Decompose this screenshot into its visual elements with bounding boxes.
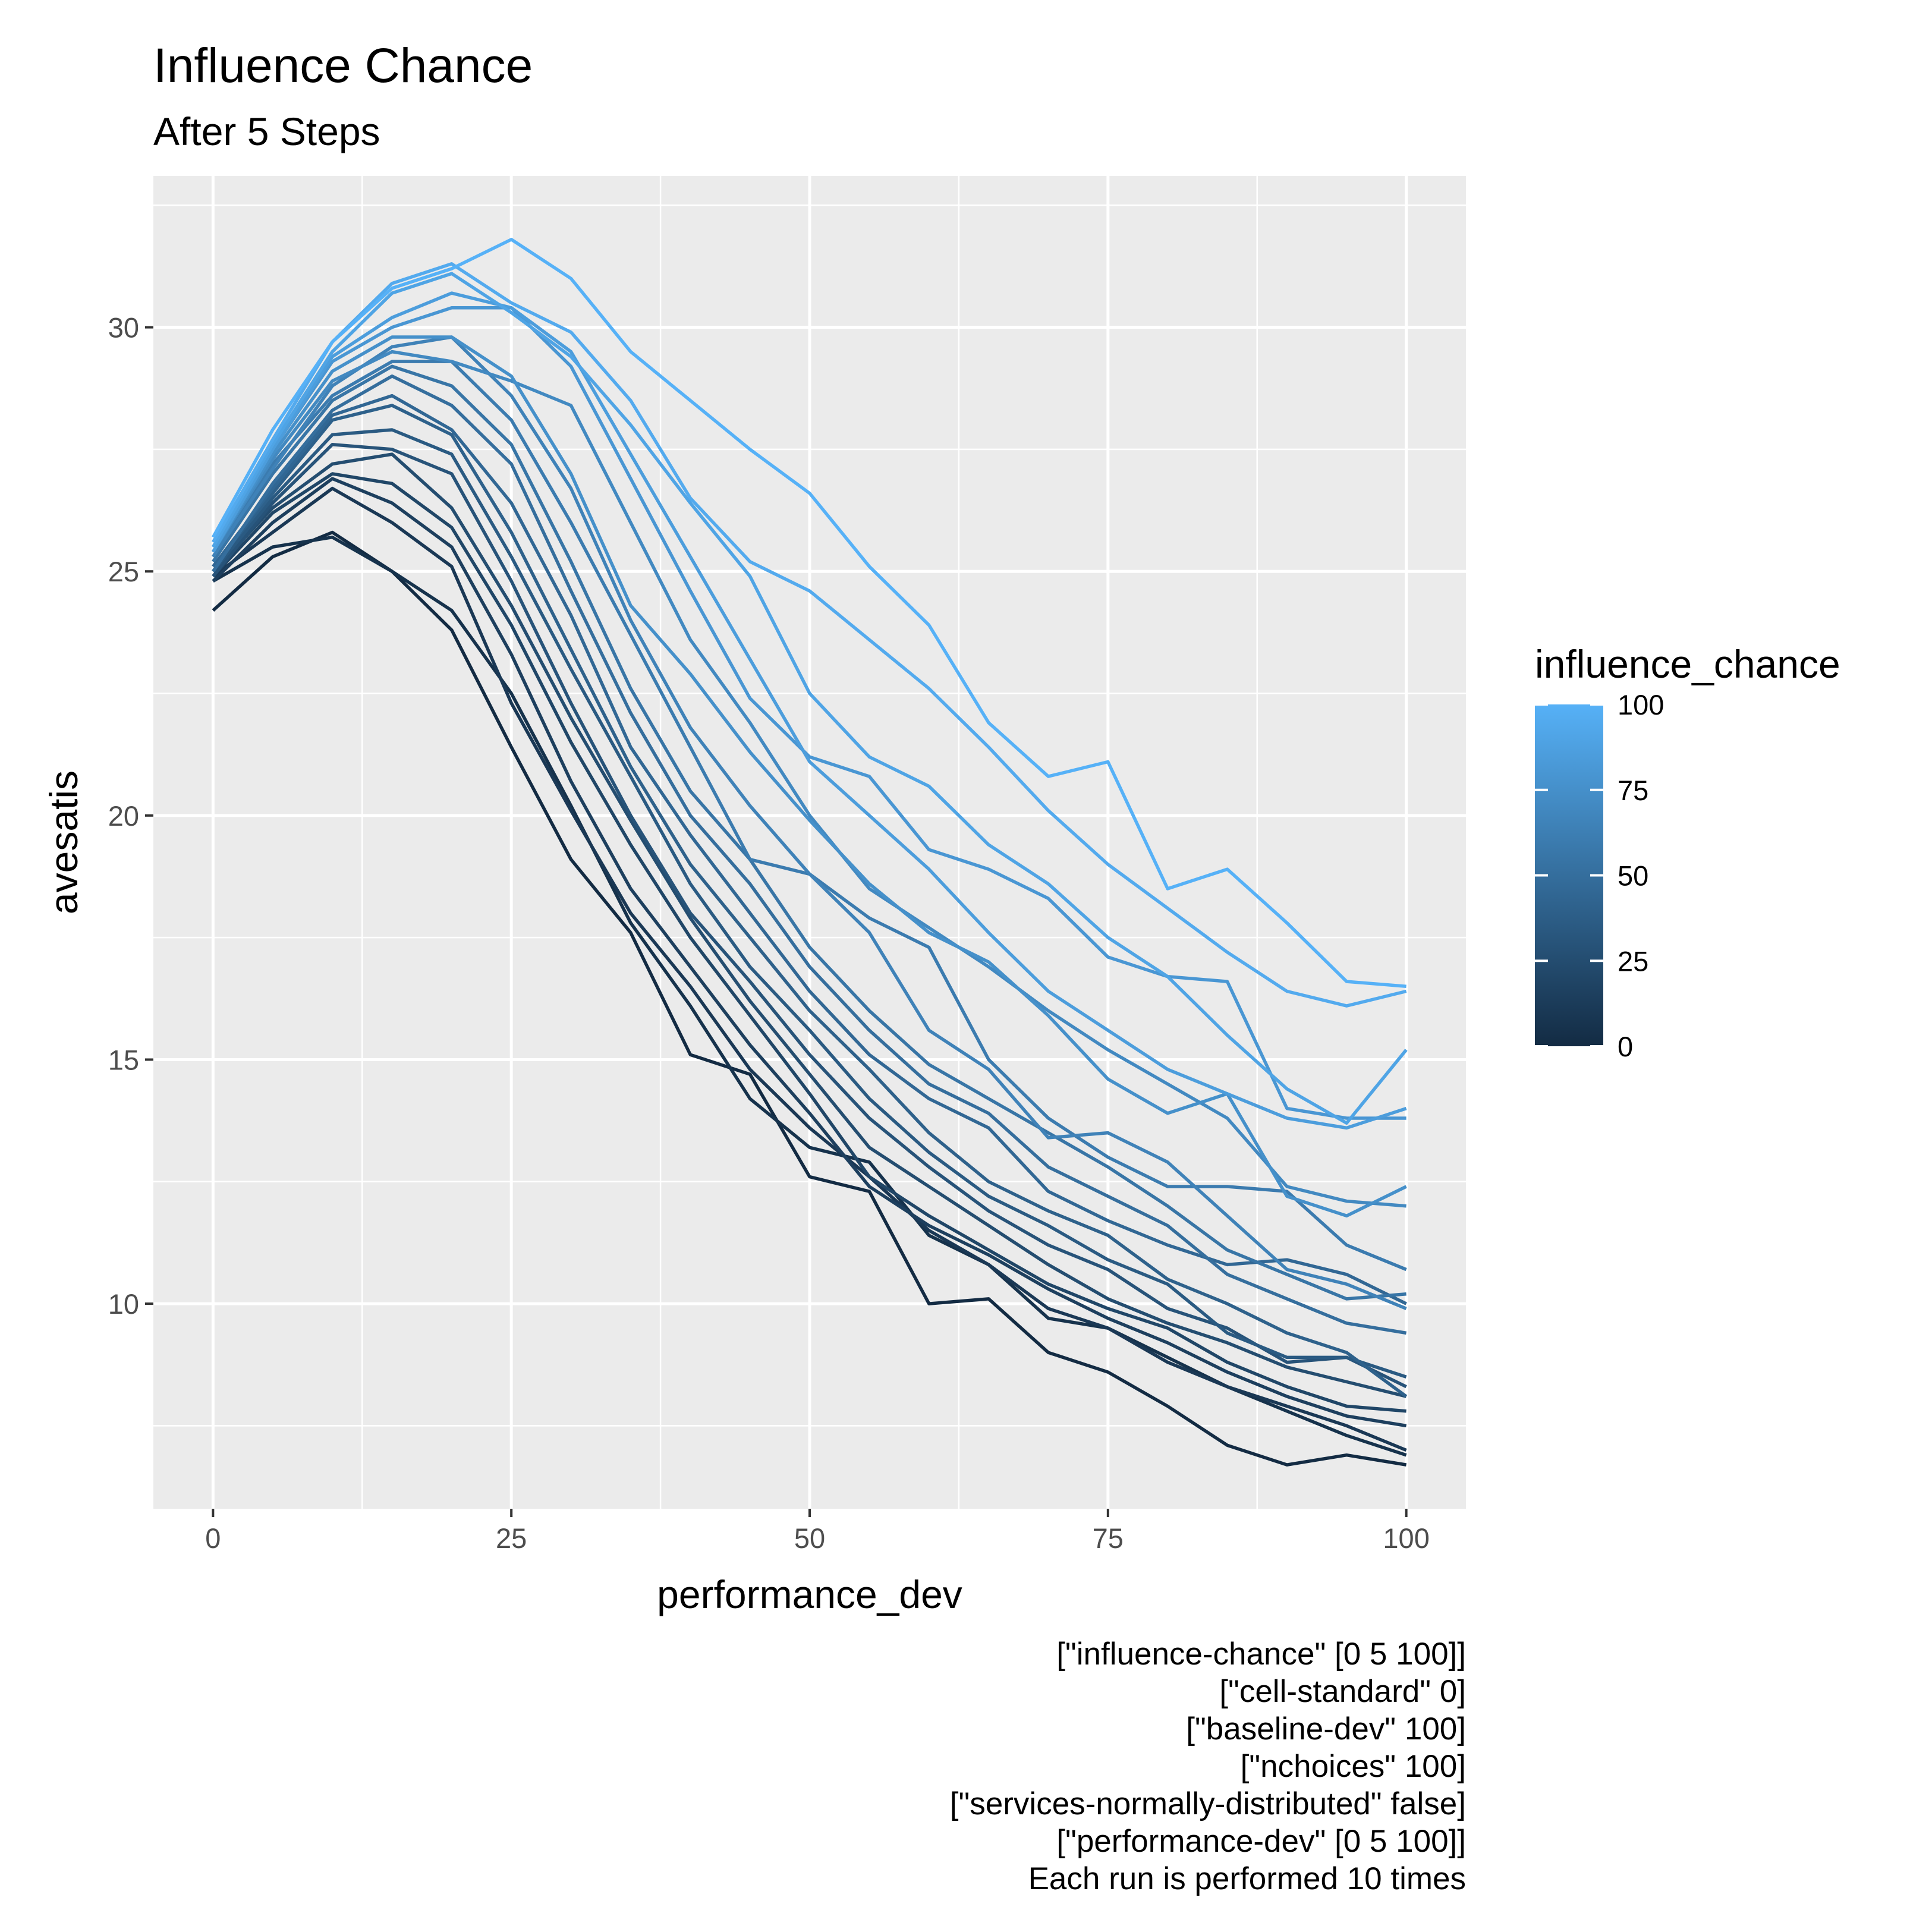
series-line-80 [212, 306, 1406, 1120]
y-tick-label: 10 [108, 1288, 139, 1320]
series-line-0 [212, 530, 1407, 1467]
series-line-55 [212, 364, 1406, 1301]
series-line-30 [212, 442, 1407, 1389]
y-axis-title: avesatis [42, 770, 86, 914]
grid-major [153, 176, 1466, 1509]
legend-tick-label: 0 [1618, 1031, 1633, 1062]
legend-tick-label: 50 [1618, 860, 1648, 892]
x-tick-label: 0 [205, 1522, 221, 1554]
caption: ["influence-chance" [0 5 100]]["cell-sta… [950, 1637, 1466, 1896]
series-line-25 [212, 452, 1407, 1398]
series-line-50 [212, 374, 1407, 1335]
y-tick-label: 20 [108, 800, 139, 832]
y-axis-ticks: 10 15 20 25 30 [108, 312, 153, 1320]
y-tick-label: 25 [108, 556, 139, 587]
caption-line: ["services-normally-distributed" false] [950, 1786, 1466, 1821]
chart-title: Influence Chance [153, 39, 533, 93]
caption-line: ["cell-standard" 0] [1219, 1674, 1466, 1709]
x-tick-label: 75 [1093, 1522, 1124, 1554]
y-tick-label: 15 [108, 1044, 139, 1075]
legend-tick-label: 25 [1618, 945, 1648, 977]
y-tick-label: 30 [108, 312, 139, 344]
series-line-95 [212, 262, 1407, 1008]
chart-subtitle: After 5 Steps [153, 109, 380, 153]
series-line-10 [212, 486, 1407, 1452]
series-line-85 [212, 291, 1407, 1130]
legend-title: influence_chance [1535, 642, 1840, 686]
x-tick-label: 50 [794, 1522, 825, 1554]
series-line-70 [212, 350, 1406, 1208]
series-line-40 [212, 404, 1408, 1398]
series-line-20 [212, 472, 1406, 1413]
series-line-15 [212, 477, 1407, 1428]
legend-tick-label: 75 [1618, 775, 1648, 806]
caption-line: ["nchoices" 100] [1241, 1749, 1466, 1784]
x-tick-label: 100 [1383, 1522, 1429, 1554]
caption-line: Each run is performed 10 times [1028, 1861, 1466, 1896]
series-line-35 [212, 428, 1407, 1379]
legend-tick-label: 100 [1618, 689, 1664, 720]
legend-ticks: 0 25 50 75 100 [1535, 689, 1664, 1062]
caption-line: ["baseline-dev" 100] [1186, 1711, 1466, 1747]
x-tick-label: 25 [496, 1522, 527, 1554]
legend: influence_chance 0 25 50 75 100 [1535, 642, 1840, 1062]
series-line-65 [212, 335, 1407, 1310]
x-axis-ticks: 0 25 50 75 100 [205, 1509, 1430, 1554]
series-line-100 [211, 238, 1406, 989]
caption-line: ["performance-dev" [0 5 100]] [1056, 1824, 1466, 1859]
x-axis-title: performance_dev [657, 1572, 962, 1616]
series-line-75 [212, 335, 1407, 1218]
series-lines [211, 238, 1408, 1467]
series-line-90 [212, 272, 1408, 1125]
caption-line: ["influence-chance" [0 5 100]] [1056, 1637, 1466, 1672]
